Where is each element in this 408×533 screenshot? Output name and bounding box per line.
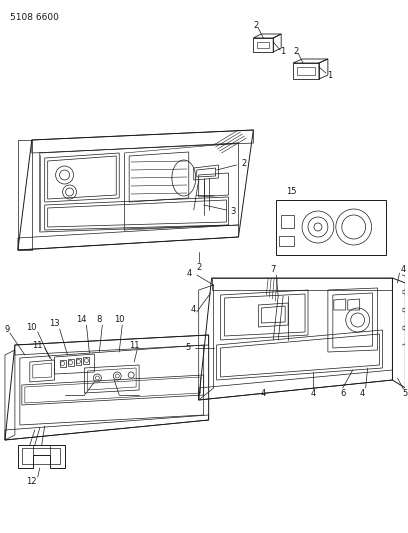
Text: 9: 9 (5, 326, 10, 335)
Text: 5: 5 (403, 389, 408, 398)
Text: 15: 15 (286, 188, 297, 197)
Text: 7: 7 (271, 265, 276, 274)
Text: 4: 4 (191, 305, 196, 314)
Text: 11: 11 (129, 341, 140, 350)
Text: 10: 10 (27, 322, 37, 332)
Text: 12: 12 (27, 478, 37, 487)
Text: 2: 2 (254, 21, 259, 30)
Text: 2: 2 (293, 46, 299, 55)
Text: 5: 5 (186, 343, 191, 352)
Text: 3: 3 (231, 206, 236, 215)
Text: 8: 8 (97, 316, 102, 325)
Text: 1: 1 (327, 70, 333, 79)
Text: 4: 4 (186, 269, 192, 278)
Text: 1: 1 (281, 47, 286, 56)
Text: 4: 4 (261, 389, 266, 398)
Text: 10: 10 (114, 316, 124, 325)
Text: 4: 4 (400, 265, 406, 274)
Text: 2: 2 (196, 263, 201, 272)
Text: 6: 6 (340, 389, 346, 398)
Text: 5108 6600: 5108 6600 (10, 13, 59, 22)
Text: 4: 4 (360, 389, 365, 398)
Text: 2: 2 (242, 158, 247, 167)
Text: 11: 11 (33, 341, 43, 350)
Text: 14: 14 (76, 316, 87, 325)
Text: 13: 13 (49, 319, 60, 328)
Text: 4: 4 (310, 389, 316, 398)
